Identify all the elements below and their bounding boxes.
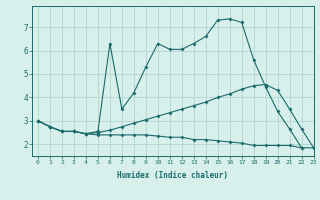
X-axis label: Humidex (Indice chaleur): Humidex (Indice chaleur) — [117, 171, 228, 180]
